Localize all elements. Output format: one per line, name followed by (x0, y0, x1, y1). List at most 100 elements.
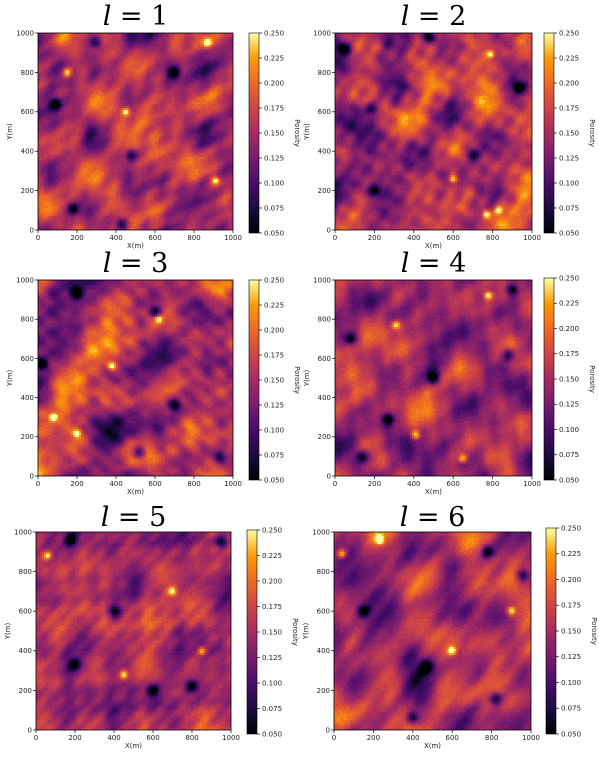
y-axis-label: Y(m) (6, 369, 14, 387)
title-number: 6 (448, 502, 465, 533)
title-equals: = (111, 1, 151, 32)
title-equals: = (408, 502, 448, 533)
colorbar-tick-label: 0.175 (262, 603, 282, 611)
x-tick-label: 400 (107, 734, 120, 742)
y-tick-label: 1000 (16, 276, 34, 284)
panel-title: l = 5 (101, 502, 167, 533)
panel-title: l = 6 (400, 502, 466, 533)
y-tick-label: 800 (19, 568, 32, 576)
x-tick-label: 600 (446, 734, 459, 742)
porosity-panel-1: l = 1 0 200 400 600 800 1000 X(m) 0 200 400 600 800 1… (6, 1, 301, 250)
y-tick-label: 0 (30, 472, 34, 480)
x-axis-label: X(m) (425, 488, 442, 496)
colorbar-tick-label: 0.075 (561, 705, 581, 713)
x-axis-label: X(m) (125, 742, 142, 750)
y-tick-label: 600 (21, 355, 34, 363)
colorbar (246, 529, 258, 735)
x-tick-label: 800 (187, 234, 200, 242)
y-tick-label: 600 (21, 108, 34, 116)
colorbar-tick-label: 0.050 (559, 229, 579, 237)
title-number: 5 (149, 502, 166, 533)
colorbar-tick-label: 0.150 (262, 628, 282, 636)
colorbar-tick-label: 0.100 (561, 679, 581, 687)
plot-frame (35, 531, 232, 731)
colorbar-tick-label: 0.100 (264, 179, 284, 187)
x-tick-label: 200 (70, 480, 83, 488)
colorbar (543, 277, 555, 481)
x-tick-label: 1000 (523, 234, 541, 242)
colorbar-tick-label: 0.125 (264, 401, 284, 409)
y-axis-label: Y(m) (6, 123, 14, 141)
colorbar-tick-label: 0.175 (561, 602, 581, 610)
title-variable: l (400, 502, 409, 533)
colorbar-tick-label: 0.075 (264, 204, 284, 212)
panel-title: l = 3 (103, 248, 169, 279)
colorbar-tick-label: 0.250 (561, 524, 581, 532)
y-tick-label: 600 (318, 108, 331, 116)
title-number: 2 (449, 1, 466, 32)
x-tick-label: 600 (447, 480, 460, 488)
x-tick-label: 0 (333, 234, 337, 242)
y-tick-label: 800 (21, 69, 34, 77)
colorbar-label: Porosity (293, 119, 301, 147)
x-tick-label: 400 (407, 234, 420, 242)
y-tick-label: 200 (21, 433, 34, 441)
x-tick-label: 800 (486, 234, 499, 242)
title-equals: = (409, 1, 449, 32)
y-tick-label: 200 (21, 187, 34, 195)
x-tick-label: 200 (368, 480, 381, 488)
y-tick-label: 800 (21, 316, 34, 324)
colorbar-tick-label: 0.225 (559, 54, 579, 62)
x-tick-label: 400 (109, 234, 122, 242)
colorbar-label: Porosity (590, 617, 598, 645)
y-tick-label: 200 (317, 687, 330, 695)
colorbar (543, 32, 555, 234)
plot-frame (333, 531, 532, 731)
colorbar-tick-label: 0.125 (262, 654, 282, 662)
porosity-panel-4: l = 4 0 200 400 600 800 1000 X(m) 0 200 400 600 800 1… (303, 248, 596, 496)
y-tick-label: 1000 (312, 528, 330, 536)
colorbar-tick-label: 0.200 (559, 79, 579, 87)
colorbar-label: Porosity (588, 119, 596, 147)
y-tick-label: 200 (318, 187, 331, 195)
colorbar-tick-label: 0.100 (264, 426, 284, 434)
colorbar-tick-label: 0.175 (264, 351, 284, 359)
colorbar (545, 527, 557, 735)
colorbar-tick-label: 0.250 (264, 29, 284, 37)
x-tick-label: 600 (447, 234, 460, 242)
x-tick-label: 0 (333, 480, 337, 488)
colorbar (248, 32, 260, 234)
x-tick-label: 400 (407, 480, 420, 488)
y-tick-label: 400 (318, 148, 331, 156)
title-variable: l (401, 248, 410, 279)
x-tick-label: 0 (332, 734, 336, 742)
porosity-panel-3: l = 3 0 200 400 600 800 1000 X(m) 0 200 400 600 800 1… (6, 248, 301, 496)
y-tick-label: 800 (318, 69, 331, 77)
colorbar-tick-label: 0.100 (559, 179, 579, 187)
colorbar-tick-label: 0.225 (264, 301, 284, 309)
title-number: 3 (151, 248, 168, 279)
colorbar-tick-label: 0.125 (264, 154, 284, 162)
x-tick-label: 0 (36, 234, 40, 242)
x-axis-label: X(m) (127, 488, 144, 496)
colorbar-label: Porosity (291, 618, 299, 646)
title-number: 1 (151, 1, 168, 32)
x-tick-label: 200 (368, 234, 381, 242)
y-tick-label: 800 (317, 568, 330, 576)
plot-frame (334, 279, 533, 477)
y-tick-label: 600 (317, 608, 330, 616)
colorbar-tick-label: 0.150 (559, 375, 579, 383)
colorbar-label: Porosity (588, 365, 596, 393)
x-tick-label: 600 (146, 734, 159, 742)
colorbar-tick-label: 0.050 (561, 730, 581, 738)
x-axis-label: X(m) (127, 242, 144, 250)
y-tick-label: 1000 (313, 29, 331, 37)
colorbar-tick-label: 0.150 (264, 129, 284, 137)
colorbar-tick-label: 0.100 (262, 679, 282, 687)
y-tick-label: 0 (28, 726, 32, 734)
x-tick-label: 200 (70, 234, 83, 242)
colorbar-tick-label: 0.200 (262, 577, 282, 585)
x-tick-label: 1000 (222, 734, 240, 742)
colorbar-tick-label: 0.150 (559, 129, 579, 137)
title-equals: = (111, 248, 151, 279)
